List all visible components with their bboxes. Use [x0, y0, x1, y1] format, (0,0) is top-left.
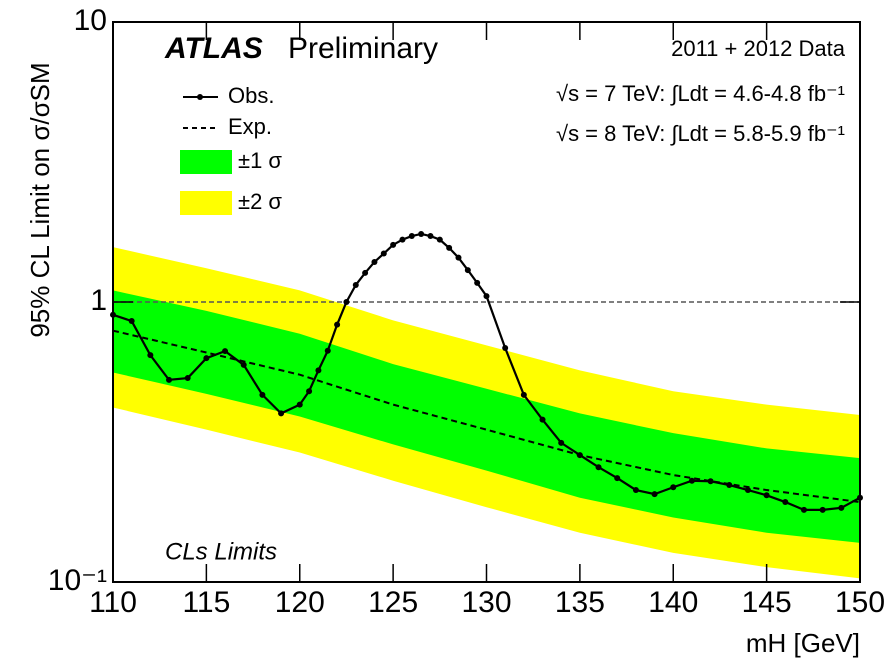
- data-point: [782, 499, 789, 506]
- data-point: [800, 506, 807, 513]
- y-axis-label: 95% CL Limit on σ/σSM: [25, 62, 55, 337]
- legend-swatch: [180, 191, 232, 215]
- x-tick-label: 110: [89, 586, 137, 619]
- data-point: [306, 388, 313, 395]
- legend-label: Exp.: [228, 114, 272, 139]
- chart-title: ATLAS: [164, 32, 263, 65]
- data-point: [632, 487, 639, 494]
- data-point: [446, 244, 453, 251]
- data-point: [558, 439, 565, 446]
- legend-label: ±1 σ: [238, 148, 282, 173]
- data-point: [203, 355, 210, 362]
- data-point: [436, 236, 443, 243]
- data-point: [455, 254, 462, 261]
- data-point: [315, 367, 322, 374]
- data-point: [259, 391, 266, 398]
- data-point: [408, 233, 415, 240]
- x-tick-label: 145: [742, 586, 792, 619]
- annotation: √s = 7 TeV: ∫Ldt = 4.6-4.8 fb⁻¹: [556, 81, 845, 106]
- data-point: [670, 484, 677, 491]
- annotation: 2011 + 2012 Data: [671, 36, 846, 61]
- data-point: [726, 482, 733, 489]
- data-point: [184, 375, 191, 382]
- x-axis-label: mH [GeV]: [746, 628, 860, 658]
- data-point: [222, 348, 229, 355]
- data-point: [502, 345, 509, 352]
- data-point: [474, 279, 481, 286]
- data-point: [128, 318, 135, 325]
- series-line: [112, 329, 861, 504]
- data-point: [763, 492, 770, 499]
- data-point: [390, 241, 397, 248]
- data-point: [819, 506, 826, 513]
- data-point: [651, 491, 658, 498]
- data-point: [483, 293, 490, 300]
- x-tick-label: 130: [461, 586, 511, 619]
- x-tick-label: 115: [182, 586, 230, 619]
- x-tick-label: 125: [368, 586, 418, 619]
- data-point: [520, 391, 527, 398]
- legend-label: ±2 σ: [238, 189, 282, 214]
- data-point: [362, 269, 369, 276]
- data-point: [380, 250, 387, 257]
- band: [113, 290, 860, 543]
- x-tick-label: 120: [275, 586, 325, 619]
- data-point: [427, 233, 434, 240]
- x-tick-label: 150: [835, 586, 885, 619]
- legend-marker: [197, 94, 203, 100]
- data-point: [240, 361, 247, 368]
- data-point: [278, 410, 285, 417]
- data-point: [464, 267, 471, 274]
- data-point: [418, 230, 425, 237]
- data-point: [707, 478, 714, 485]
- data-point: [744, 487, 751, 494]
- data-point: [838, 504, 845, 511]
- chart-subtitle: Preliminary: [288, 32, 438, 65]
- annotation: CLs Limits: [165, 538, 277, 565]
- data-point: [614, 475, 621, 482]
- y-tick-label: 1: [90, 284, 107, 317]
- data-point: [371, 258, 378, 265]
- data-point: [343, 299, 350, 305]
- x-tick-label: 135: [555, 586, 605, 619]
- legend-swatch: [180, 150, 232, 174]
- data-point: [539, 416, 546, 423]
- data-point: [595, 464, 602, 471]
- y-tick-label: 10: [74, 4, 107, 37]
- data-point: [147, 352, 154, 359]
- data-point: [296, 401, 303, 408]
- x-tick-label: 140: [648, 586, 698, 619]
- y-tick-label: 10⁻¹: [48, 564, 107, 597]
- data-point: [688, 477, 695, 484]
- data-point: [576, 452, 583, 459]
- data-point: [324, 347, 331, 354]
- data-point: [352, 282, 359, 289]
- data-point: [399, 236, 406, 243]
- plot-area: [110, 230, 863, 579]
- data-point: [334, 321, 341, 328]
- data-point: [166, 376, 173, 383]
- annotation: √s = 8 TeV: ∫Ldt = 5.8-5.9 fb⁻¹: [556, 121, 845, 146]
- legend-label: Obs.: [228, 83, 274, 108]
